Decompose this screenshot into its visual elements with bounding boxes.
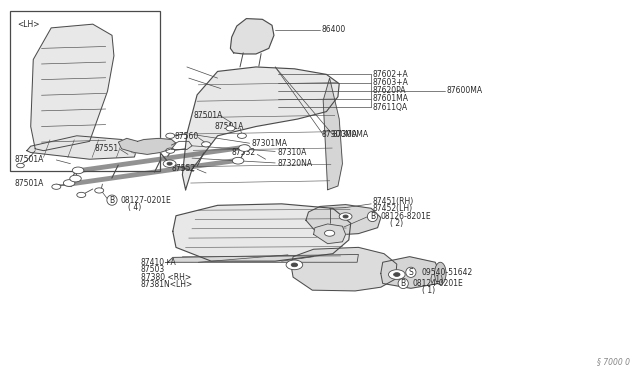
- Text: 87551: 87551: [95, 144, 119, 153]
- Text: ( 1): ( 1): [430, 275, 444, 284]
- Polygon shape: [168, 254, 358, 262]
- Text: 87532: 87532: [232, 148, 256, 157]
- Text: 87452(LH): 87452(LH): [372, 204, 413, 213]
- Text: 87503: 87503: [141, 265, 165, 274]
- Polygon shape: [323, 78, 342, 190]
- Text: 09540-51642: 09540-51642: [421, 268, 472, 277]
- Text: 87301MA: 87301MA: [252, 140, 287, 148]
- Text: S: S: [408, 268, 413, 277]
- Text: 87410+A: 87410+A: [141, 258, 177, 267]
- Text: 08127-0201E: 08127-0201E: [120, 196, 171, 205]
- Circle shape: [131, 148, 138, 153]
- Text: ( 1): ( 1): [422, 286, 436, 295]
- Text: 87300MA: 87300MA: [321, 130, 357, 139]
- Polygon shape: [31, 24, 114, 151]
- Polygon shape: [291, 247, 397, 291]
- Ellipse shape: [435, 262, 446, 285]
- Circle shape: [52, 184, 61, 189]
- Text: 87310A: 87310A: [277, 148, 307, 157]
- Polygon shape: [306, 205, 381, 235]
- Circle shape: [202, 142, 211, 147]
- Text: 87611QA: 87611QA: [372, 103, 408, 112]
- Text: § 7000 0: § 7000 0: [597, 357, 630, 366]
- Text: 87300MA: 87300MA: [333, 130, 369, 139]
- Text: 87620PA: 87620PA: [372, 86, 406, 95]
- Text: B: B: [109, 196, 115, 205]
- Polygon shape: [381, 257, 440, 288]
- Text: ( 2): ( 2): [390, 219, 404, 228]
- Circle shape: [72, 167, 84, 174]
- Circle shape: [339, 213, 352, 220]
- Text: 87501A: 87501A: [193, 111, 223, 120]
- Text: 87601MA: 87601MA: [372, 94, 408, 103]
- Text: 87603+A: 87603+A: [372, 78, 408, 87]
- Circle shape: [163, 160, 176, 167]
- Text: 87600MA: 87600MA: [446, 86, 482, 95]
- Circle shape: [166, 148, 175, 153]
- Text: 87560: 87560: [174, 132, 198, 141]
- Circle shape: [95, 188, 104, 193]
- Text: B: B: [401, 279, 406, 288]
- Text: B: B: [370, 212, 375, 221]
- Bar: [10, 11, 160, 171]
- Text: 87501A: 87501A: [214, 122, 244, 131]
- Circle shape: [166, 133, 175, 138]
- Polygon shape: [182, 67, 339, 190]
- Circle shape: [324, 230, 335, 236]
- Text: 87602+A: 87602+A: [372, 70, 408, 79]
- Polygon shape: [173, 204, 351, 261]
- Text: 87380 <RH>: 87380 <RH>: [141, 273, 191, 282]
- Text: 87501A: 87501A: [14, 179, 44, 187]
- Text: 87552: 87552: [172, 164, 196, 173]
- Circle shape: [226, 126, 235, 131]
- Polygon shape: [314, 224, 346, 244]
- Text: 08126-8201E: 08126-8201E: [381, 212, 431, 221]
- Text: ( 4): ( 4): [128, 203, 141, 212]
- Circle shape: [388, 270, 405, 279]
- Text: 08124-0201E: 08124-0201E: [413, 279, 463, 288]
- Polygon shape: [230, 19, 274, 54]
- Text: 87451(RH): 87451(RH): [372, 197, 413, 206]
- Circle shape: [239, 145, 250, 151]
- Circle shape: [291, 263, 298, 267]
- Circle shape: [394, 273, 400, 276]
- Polygon shape: [27, 136, 138, 159]
- Circle shape: [232, 157, 244, 164]
- Circle shape: [167, 162, 172, 165]
- Circle shape: [286, 260, 303, 270]
- Text: 87501A: 87501A: [14, 155, 44, 164]
- Text: <LH>: <LH>: [17, 20, 40, 29]
- Circle shape: [343, 215, 348, 218]
- Circle shape: [70, 175, 81, 182]
- Text: 87320NA: 87320NA: [277, 159, 312, 168]
- Text: 87381N<LH>: 87381N<LH>: [141, 280, 193, 289]
- Circle shape: [237, 133, 246, 138]
- Polygon shape: [118, 138, 176, 154]
- Circle shape: [63, 180, 75, 186]
- Text: 86400: 86400: [321, 25, 346, 34]
- Circle shape: [77, 192, 86, 198]
- Circle shape: [17, 163, 24, 168]
